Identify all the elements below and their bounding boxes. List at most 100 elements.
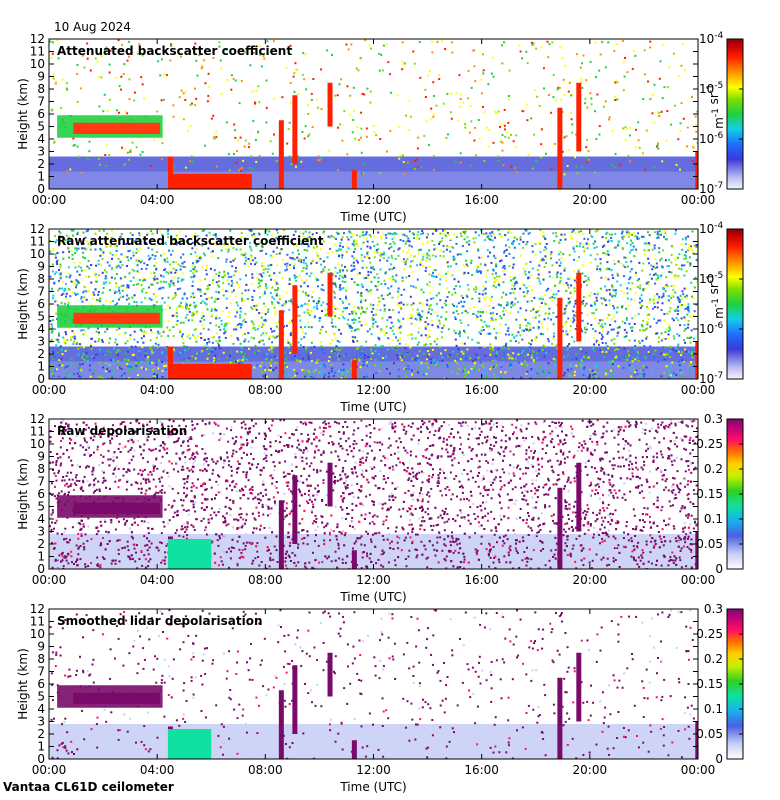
y-tick-label: 0 [37,752,45,766]
y-tick-label: 2 [37,727,45,741]
y-tick-label: 4 [37,702,45,716]
colorbar-tick-label: 0 [715,752,723,766]
precipitation-streak [292,475,298,544]
y-tick-label: 0 [37,182,45,196]
colorbar-tick-label: 0.3 [704,602,723,616]
x-tick-label: 00:00 [32,763,67,777]
x-axis-label: Time (UTC) [339,210,406,224]
precipitation-streak [695,151,698,189]
x-tick-label: 08:00 [248,763,283,777]
y-tick-label: 9 [37,640,45,654]
y-tick-label: 12 [30,602,45,616]
x-tick-label: 00:00 [32,193,67,207]
instrument-footer: Vantaa CL61D ceilometer [3,780,174,794]
y-tick-label: 1 [37,360,45,374]
colorbar-tick-label: 0 [715,562,723,576]
y-tick-label: 2 [37,537,45,551]
colorbar-tick-label: 0.15 [696,487,723,501]
colorbar-tick-label: 10-7 [699,181,723,196]
y-tick-label: 11 [30,235,45,249]
y-tick-label: 3 [37,715,45,729]
y-tick-label: 4 [37,512,45,526]
mid-level-cloud-core [73,692,160,704]
x-tick-label: 00:00 [681,193,716,207]
colorbar-tick-label: 0.1 [704,702,723,716]
low-depol-layer [167,729,212,759]
precipitation-streak [292,665,298,734]
y-tick-label: 4 [37,322,45,336]
colorbar-tick-label: 10-4 [699,221,724,236]
x-axis-label: Time (UTC) [339,400,406,414]
precipitation-streak [351,550,357,569]
x-tick-label: 08:00 [248,573,283,587]
y-tick-label: 7 [37,95,45,109]
y-axis-label: Height (km) [16,78,30,149]
y-tick-label: 3 [37,525,45,539]
y-tick-label: 9 [37,70,45,84]
y-axis-label: Height (km) [16,458,30,529]
x-tick-label: 04:00 [140,573,175,587]
y-tick-label: 10 [30,57,45,71]
colorbar-unit: m-1 sr-1 [706,274,726,319]
colorbar-tick-label: 0.2 [704,462,723,476]
panel-title: Raw depolarisation [57,424,187,438]
y-tick-label: 8 [37,82,45,96]
y-tick-label: 5 [37,500,45,514]
x-tick-label: 04:00 [140,383,175,397]
precipitation-streak [557,487,563,569]
colorbar-tick-label: 10-5 [699,271,723,286]
x-tick-label: 00:00 [681,573,716,587]
precipitation-streak [576,462,582,532]
x-tick-label: 04:00 [140,193,175,207]
y-tick-label: 8 [37,272,45,286]
colorbar-tick-label: 0.1 [704,512,723,526]
y-tick-label: 5 [37,690,45,704]
precipitation-streak [351,360,357,379]
x-tick-label: 16:00 [464,763,499,777]
y-tick-label: 0 [37,372,45,386]
precipitation-streak [557,107,563,189]
precipitation-streak [576,272,582,342]
colorbar-tick-label: 10-6 [699,321,724,336]
colorbar-tick-label: 10-4 [699,31,724,46]
y-tick-label: 10 [30,627,45,641]
precipitation-streak [278,500,284,569]
precipitation-streak [278,690,284,759]
y-tick-label: 2 [37,157,45,171]
precipitation-streak [327,272,333,317]
precipitation-streak [557,297,563,379]
precipitation-streak [167,156,173,189]
y-axis-label: Height (km) [16,648,30,719]
low-cloud-layer [167,174,252,189]
y-tick-label: 10 [30,247,45,261]
y-tick-label: 6 [37,297,45,311]
x-tick-label: 12:00 [356,193,391,207]
x-tick-label: 00:00 [681,383,716,397]
y-axis-label: Height (km) [16,268,30,339]
y-tick-label: 9 [37,260,45,274]
panel-title: Raw attenuated backscatter coefficient [57,234,324,248]
y-tick-label: 1 [37,550,45,564]
y-tick-label: 2 [37,347,45,361]
x-tick-label: 00:00 [32,383,67,397]
y-tick-label: 11 [30,615,45,629]
colorbar-tick-label: 0.3 [704,412,723,426]
y-tick-label: 12 [30,32,45,46]
panel-title: Attenuated backscatter coefficient [57,44,292,58]
y-tick-label: 10 [30,437,45,451]
y-tick-label: 7 [37,285,45,299]
x-tick-label: 12:00 [356,763,391,777]
colorbar-unit: m-1 sr-1 [706,84,726,129]
precipitation-streak [167,346,173,379]
y-tick-label: 3 [37,335,45,349]
x-tick-label: 12:00 [356,573,391,587]
y-tick-label: 11 [30,425,45,439]
x-axis-label: Time (UTC) [339,590,406,604]
y-tick-label: 11 [30,45,45,59]
mid-level-cloud-core [73,122,160,134]
boundary-layer-band [49,724,698,759]
precipitation-streak [278,120,284,189]
y-tick-label: 7 [37,665,45,679]
heatmap-texture [49,39,698,189]
